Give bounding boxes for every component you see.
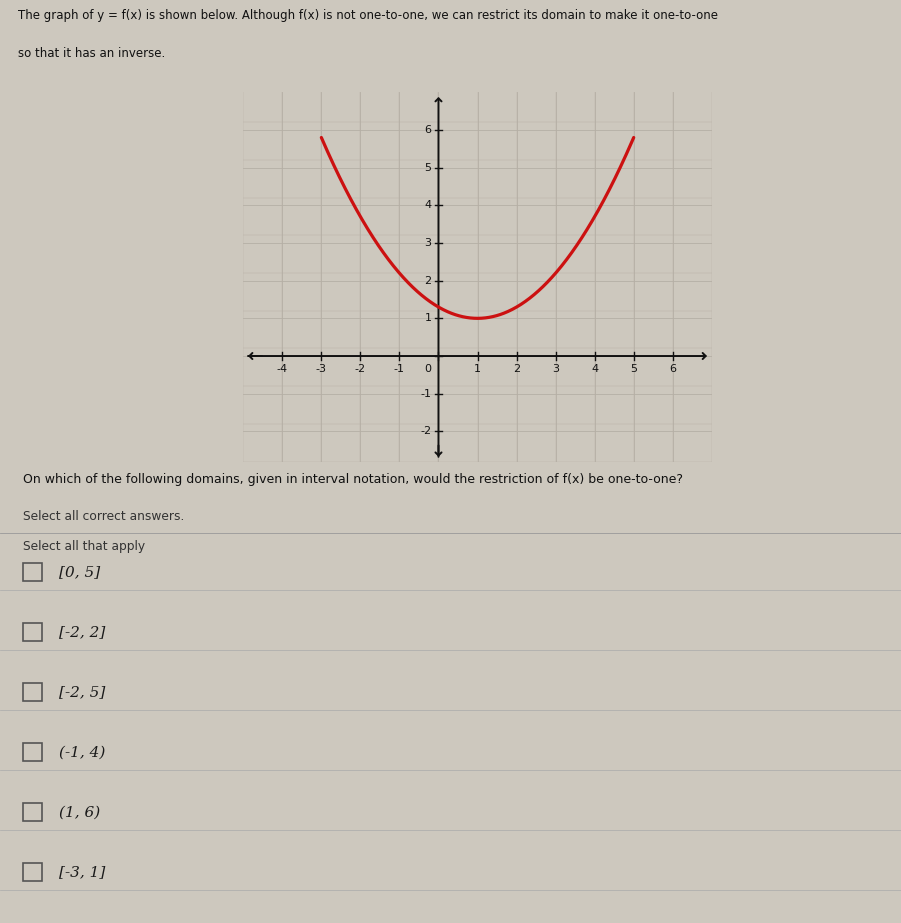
Text: 2: 2 <box>424 276 432 285</box>
Text: 6: 6 <box>424 125 432 135</box>
Text: 0: 0 <box>424 365 432 375</box>
Text: -1: -1 <box>394 365 405 375</box>
Text: [-3, 1]: [-3, 1] <box>59 865 105 880</box>
Text: -4: -4 <box>277 365 288 375</box>
Text: [-2, 5]: [-2, 5] <box>59 685 105 700</box>
Text: 6: 6 <box>669 365 677 375</box>
Text: Select all that apply: Select all that apply <box>23 540 145 553</box>
Text: 1: 1 <box>474 365 481 375</box>
Text: (1, 6): (1, 6) <box>59 805 100 820</box>
Text: 5: 5 <box>424 162 432 173</box>
Text: Select all correct answers.: Select all correct answers. <box>23 509 184 523</box>
Text: 4: 4 <box>591 365 598 375</box>
Text: 3: 3 <box>552 365 560 375</box>
Text: The graph of y = f(x) is shown below. Although f(x) is not one-to-one, we can re: The graph of y = f(x) is shown below. Al… <box>18 9 718 22</box>
Text: 3: 3 <box>424 238 432 248</box>
Text: so that it has an inverse.: so that it has an inverse. <box>18 47 165 60</box>
Text: -3: -3 <box>316 365 327 375</box>
Text: On which of the following domains, given in interval notation, would the restric: On which of the following domains, given… <box>23 473 683 486</box>
Text: -2: -2 <box>421 426 432 437</box>
Text: 2: 2 <box>513 365 520 375</box>
Text: -1: -1 <box>421 389 432 399</box>
Text: [0, 5]: [0, 5] <box>59 565 100 580</box>
Text: 1: 1 <box>424 313 432 323</box>
Text: (-1, 4): (-1, 4) <box>59 745 105 760</box>
Text: 5: 5 <box>630 365 637 375</box>
Text: 4: 4 <box>424 200 432 210</box>
Text: [-2, 2]: [-2, 2] <box>59 625 105 640</box>
Text: -2: -2 <box>355 365 366 375</box>
